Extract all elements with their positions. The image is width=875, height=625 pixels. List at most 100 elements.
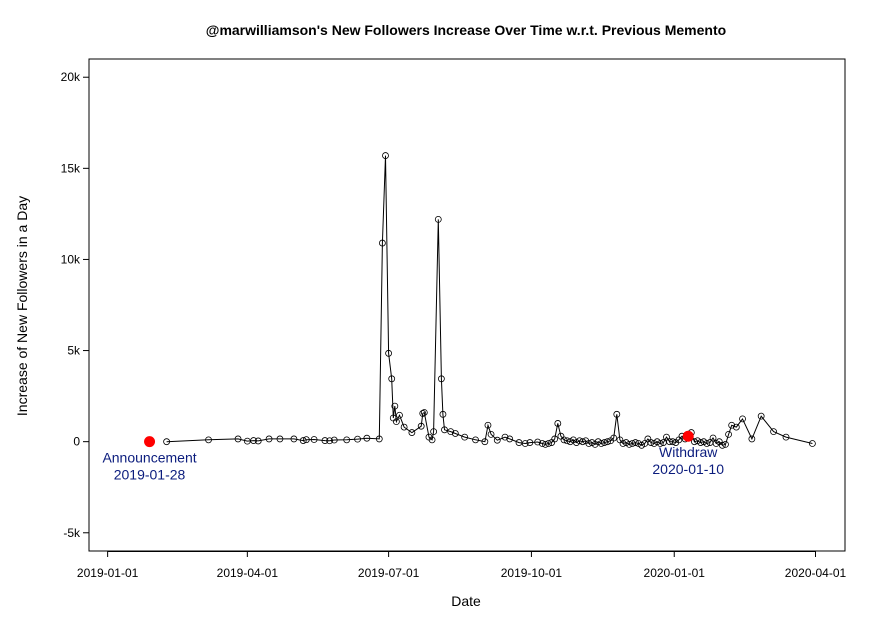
data-point xyxy=(439,410,447,418)
y-axis-title: Increase of New Followers in a Day xyxy=(14,196,30,416)
data-point xyxy=(610,434,618,442)
data-point xyxy=(417,422,425,430)
x-tick-label: 2019-04-01 xyxy=(217,566,279,580)
x-axis-title: Date xyxy=(451,593,481,609)
data-point xyxy=(809,440,816,447)
data-point xyxy=(757,412,765,420)
data-point xyxy=(234,435,242,443)
data-point xyxy=(326,437,334,445)
data-point xyxy=(554,420,562,427)
data-point xyxy=(613,410,621,418)
data-point xyxy=(434,215,442,223)
y-tick-label: 0 xyxy=(73,435,80,449)
data-point xyxy=(396,411,403,419)
x-tick-label: 2020-01-01 xyxy=(644,566,706,580)
series-layer xyxy=(163,152,816,449)
data-point xyxy=(770,428,777,436)
data-point xyxy=(748,435,756,443)
data-point xyxy=(484,421,492,429)
data-point xyxy=(709,434,717,442)
data-point xyxy=(321,437,329,444)
data-point xyxy=(392,418,400,426)
data-point xyxy=(354,435,361,443)
data-point xyxy=(276,435,284,443)
data-point xyxy=(506,435,514,443)
y-tick-label: -5k xyxy=(63,526,81,540)
x-tick-label: 2019-01-01 xyxy=(77,566,139,580)
data-point xyxy=(163,438,171,446)
data-point xyxy=(732,423,740,431)
data-point xyxy=(782,433,790,441)
y-tick-label: 10k xyxy=(61,252,81,266)
data-point xyxy=(378,239,386,247)
data-point xyxy=(461,433,469,441)
data-point xyxy=(545,440,552,447)
data-point xyxy=(663,433,670,441)
data-point xyxy=(579,438,587,446)
x-tick-label: 2020-04-01 xyxy=(785,566,847,580)
data-point xyxy=(441,426,448,434)
data-point xyxy=(604,438,611,446)
annotation-date: 2020-01-10 xyxy=(652,461,724,477)
data-point xyxy=(597,440,605,447)
data-point xyxy=(447,428,455,436)
data-point xyxy=(250,437,257,444)
data-point xyxy=(739,415,746,423)
data-point xyxy=(451,430,459,437)
highlight-point xyxy=(682,430,694,442)
data-point xyxy=(330,436,338,444)
data-point xyxy=(718,441,726,449)
data-point xyxy=(430,428,438,436)
data-point xyxy=(656,440,664,447)
data-point xyxy=(375,435,383,443)
y-tick-label: 5k xyxy=(67,344,81,358)
data-point xyxy=(385,349,393,357)
data-point xyxy=(419,410,427,417)
data-point xyxy=(382,152,389,159)
y-tick-label: 20k xyxy=(61,70,81,84)
data-point xyxy=(310,436,318,443)
data-point xyxy=(521,440,529,447)
data-point xyxy=(725,430,732,438)
highlight-point xyxy=(144,436,156,448)
data-point xyxy=(343,436,351,444)
data-point xyxy=(669,438,677,446)
plot-frame xyxy=(88,58,846,552)
x-tick-label: 2019-07-01 xyxy=(358,566,420,580)
data-point xyxy=(728,421,736,429)
data-point xyxy=(290,435,298,443)
data-point xyxy=(428,436,436,444)
data-point xyxy=(487,430,495,438)
data-point xyxy=(600,439,608,446)
annotation-label: Withdraw xyxy=(659,444,718,460)
data-point xyxy=(388,375,396,383)
data-point xyxy=(437,375,445,383)
data-point xyxy=(534,438,542,446)
data-point xyxy=(254,437,262,445)
data-point xyxy=(391,402,399,410)
data-point xyxy=(408,429,416,436)
data-point xyxy=(493,436,501,444)
data-point xyxy=(299,437,307,444)
data-point xyxy=(472,436,479,444)
data-point xyxy=(400,423,408,431)
data-point xyxy=(703,440,711,447)
x-axis: 2019-01-01 2019-04-01 2019-07-01 2019-10-01… xyxy=(77,551,847,580)
data-point xyxy=(420,409,428,416)
data-point xyxy=(481,438,489,446)
data-point xyxy=(302,436,310,444)
data-point xyxy=(501,433,509,441)
data-point xyxy=(722,440,729,448)
data-point xyxy=(363,434,371,442)
y-tick-label: 15k xyxy=(61,161,81,175)
data-point xyxy=(265,435,273,443)
data-point xyxy=(632,439,639,446)
data-point xyxy=(541,440,549,448)
annotation-label: Announcement xyxy=(102,450,196,466)
annotation-date: 2019-01-28 xyxy=(114,467,186,483)
data-point xyxy=(560,436,568,444)
chart-title: @marwilliamson's New Followers Increase … xyxy=(206,22,726,38)
x-tick-label: 2019-10-01 xyxy=(501,566,563,580)
